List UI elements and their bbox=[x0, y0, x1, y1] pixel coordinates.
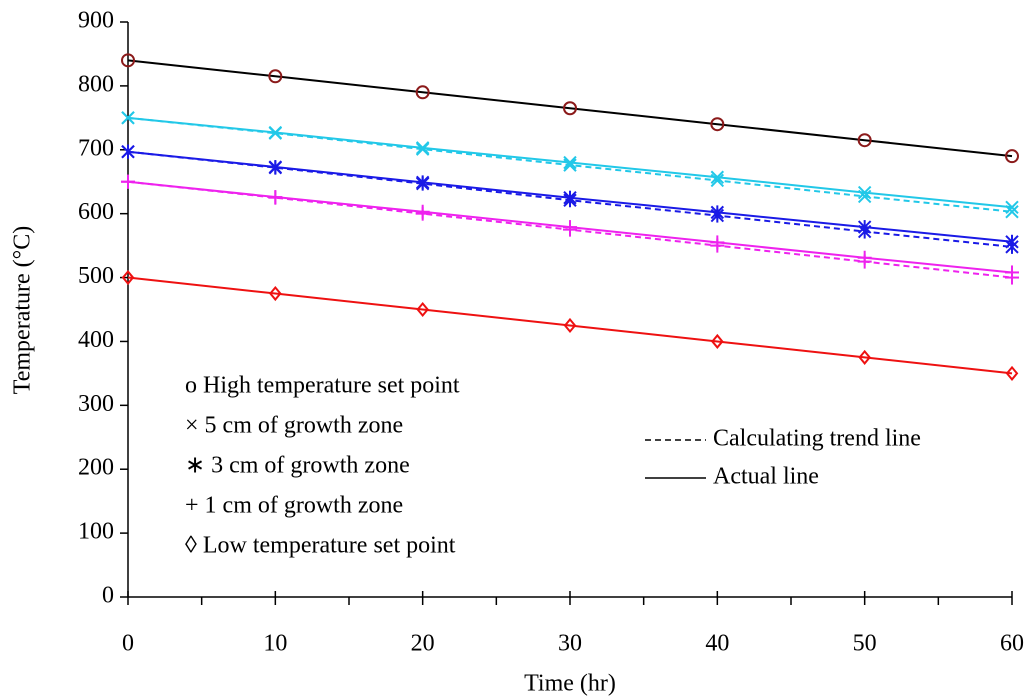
actual-line bbox=[127, 276, 1013, 375]
marker bbox=[857, 133, 872, 148]
marker bbox=[121, 174, 135, 189]
marker-stroke bbox=[1005, 205, 1019, 219]
marker bbox=[268, 69, 283, 84]
y-tick-label: 600 bbox=[78, 199, 114, 225]
actual-line bbox=[127, 59, 1013, 158]
y-tick-label: 500 bbox=[78, 263, 114, 289]
y-tick-label: 100 bbox=[78, 519, 114, 545]
x-tick-label: 10 bbox=[263, 631, 287, 657]
y-tick-label: 0 bbox=[102, 583, 114, 609]
y-tick-label: 400 bbox=[78, 327, 114, 353]
x-tick-label: 40 bbox=[705, 631, 729, 657]
marker-shape bbox=[710, 117, 725, 132]
marker bbox=[563, 317, 577, 334]
x-tick-label: 0 bbox=[122, 631, 134, 657]
marker bbox=[710, 235, 725, 250]
marker-stroke bbox=[563, 158, 577, 172]
y-tick-label: 300 bbox=[78, 391, 114, 417]
marker bbox=[858, 349, 871, 365]
marker bbox=[1005, 265, 1019, 280]
marker bbox=[415, 141, 430, 155]
marker bbox=[857, 250, 872, 265]
y-tick-label: 800 bbox=[78, 71, 114, 97]
marker-stroke bbox=[857, 185, 872, 200]
marker bbox=[121, 111, 135, 125]
marker-shape bbox=[563, 101, 577, 116]
marker-shape bbox=[857, 133, 872, 148]
marker-shape bbox=[1005, 365, 1019, 381]
y-tick-label: 700 bbox=[78, 135, 114, 161]
marker bbox=[563, 158, 577, 172]
marker-stroke bbox=[710, 173, 725, 188]
marker bbox=[415, 175, 430, 190]
marker-stroke bbox=[563, 155, 577, 170]
marker bbox=[563, 101, 577, 116]
marker bbox=[1005, 200, 1019, 214]
marker-shape bbox=[121, 269, 135, 286]
marker-stroke bbox=[1005, 200, 1019, 214]
marker-shape bbox=[121, 53, 135, 68]
legend-label: o High temperature set point bbox=[185, 373, 460, 399]
y-tick-label: 900 bbox=[78, 8, 114, 34]
marker bbox=[415, 204, 430, 219]
marker bbox=[857, 185, 872, 200]
marker bbox=[268, 125, 283, 140]
marker bbox=[416, 301, 429, 318]
marker bbox=[121, 53, 135, 68]
marker bbox=[121, 144, 135, 159]
marker-stroke bbox=[268, 125, 283, 140]
marker bbox=[710, 117, 725, 132]
marker-shape bbox=[269, 285, 282, 302]
marker bbox=[268, 190, 283, 205]
x-axis-title: Time (hr) bbox=[524, 671, 616, 697]
marker bbox=[415, 85, 430, 100]
legend-label: + 1 cm of growth zone bbox=[185, 493, 403, 519]
marker bbox=[710, 205, 725, 220]
marker-shape bbox=[415, 85, 430, 100]
marker-stroke bbox=[121, 111, 135, 125]
legend-label: ◊ Low temperature set point bbox=[185, 533, 456, 559]
marker-shape bbox=[416, 301, 429, 318]
legend-label: × 5 cm of growth zone bbox=[185, 413, 403, 439]
x-tick-label: 50 bbox=[853, 631, 877, 657]
legend-label: Actual line bbox=[713, 464, 819, 490]
marker bbox=[857, 220, 872, 235]
marker bbox=[121, 269, 135, 286]
marker bbox=[710, 170, 725, 184]
x-tick-label: 30 bbox=[558, 631, 582, 657]
legend-label: ∗ 3 cm of growth zone bbox=[185, 453, 410, 479]
y-axis-title: Temperature (°C) bbox=[10, 226, 36, 395]
marker bbox=[711, 333, 724, 350]
marker-shape bbox=[268, 69, 283, 84]
marker bbox=[268, 160, 283, 175]
marker bbox=[269, 285, 282, 302]
marker-shape bbox=[1005, 149, 1019, 164]
marker-shape bbox=[858, 349, 871, 365]
legend-label: Calculating trend line bbox=[713, 426, 921, 452]
marker-stroke bbox=[415, 141, 430, 155]
x-tick-label: 20 bbox=[411, 631, 435, 657]
x-tick-label: 60 bbox=[1000, 631, 1024, 657]
y-tick-label: 200 bbox=[78, 455, 114, 481]
marker bbox=[1005, 365, 1019, 381]
marker-stroke bbox=[710, 170, 725, 184]
marker bbox=[1005, 149, 1019, 164]
marker bbox=[563, 155, 577, 170]
marker bbox=[563, 220, 577, 235]
marker bbox=[1005, 234, 1019, 249]
marker-shape bbox=[563, 317, 577, 334]
marker-shape bbox=[711, 333, 724, 350]
marker bbox=[563, 190, 577, 205]
